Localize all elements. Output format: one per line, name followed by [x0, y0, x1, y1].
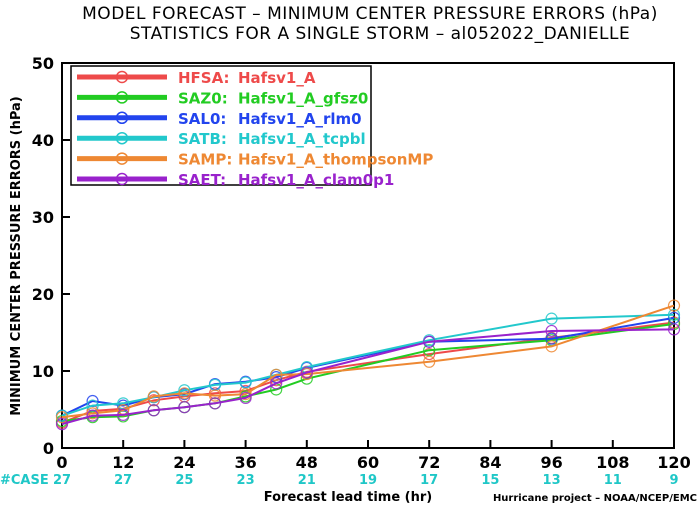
legend-marker [115, 172, 129, 186]
legend-name: Hafsv1_A_rlm0 [238, 110, 362, 128]
data-point [667, 323, 681, 336]
data-point [178, 387, 191, 400]
case-count: 13 [543, 473, 561, 488]
x-tick-label: 60 [357, 453, 379, 472]
data-point [667, 308, 681, 321]
case-count: 15 [481, 473, 499, 488]
legend-box [70, 65, 372, 186]
data-point [86, 409, 99, 422]
data-point [178, 384, 191, 397]
case-count: 19 [359, 473, 377, 488]
case-count: 27 [114, 473, 132, 488]
data-point [270, 368, 283, 381]
legend: HFSA: Hafsv1_A SAZ0: Hafsv1_A_gfsz0 SAL0: Haf… [70, 65, 433, 189]
case-count: 27 [53, 473, 71, 488]
plot-area: 0271227242536234821601972178415961310811… [32, 54, 691, 488]
case-label: #CASE [0, 473, 49, 488]
legend-code: SATB: [178, 130, 227, 148]
credit-text: Hurricane project – NOAA/NCEP/EMC [493, 493, 697, 504]
x-tick-label: 108 [596, 453, 629, 472]
legend-marker [115, 111, 129, 125]
x-tick-label: 24 [173, 453, 195, 472]
data-point [147, 394, 160, 407]
data-point [300, 366, 313, 379]
case-count: 23 [237, 473, 255, 488]
legend-marker [115, 91, 129, 104]
y-tick-label: 50 [32, 54, 54, 73]
data-point [239, 388, 252, 401]
series-line [61, 328, 675, 426]
data-point [55, 418, 69, 431]
data-point [423, 335, 436, 348]
x-tick-label: 48 [296, 453, 318, 472]
data-point [147, 404, 160, 417]
data-point [423, 355, 436, 368]
x-axis-label: Forecast lead time (hr) [264, 490, 432, 505]
series-line [61, 323, 675, 423]
legend-name: Hafsv1_A_tcpbl [238, 130, 366, 148]
data-point [208, 389, 222, 402]
data-point [239, 391, 252, 405]
data-point [55, 411, 69, 424]
x-tick-label: 72 [418, 453, 440, 472]
case-count: 25 [175, 473, 193, 488]
data-point [667, 299, 681, 312]
y-tick-label: 0 [43, 439, 54, 458]
data-point [545, 340, 558, 353]
data-point [117, 408, 130, 421]
legend-marker [115, 131, 129, 145]
legend-name: Hafsv1_A_gfsz0 [238, 89, 368, 107]
chart-title: MODEL FORECAST – MINIMUM CENTER PRESSURE… [82, 4, 658, 24]
x-tick-label: 96 [540, 453, 562, 472]
x-tick-label: 12 [112, 453, 134, 472]
legend-code: SAET: [178, 171, 226, 189]
legend-code: SAZ0: [178, 89, 228, 107]
data-point [423, 347, 436, 361]
chart-subtitle: STATISTICS FOR A SINGLE STORM – al052022… [130, 24, 631, 44]
data-point [545, 312, 558, 325]
legend-name: Hafsv1_A_clam0p1 [238, 171, 394, 189]
data-point [545, 332, 558, 345]
data-point [86, 399, 99, 412]
legend-name: Hafsv1_A_thompsonMP [238, 151, 433, 169]
y-axis-label: MINIMUM CENTER PRESSURE ERRORS (hPa) [9, 96, 24, 416]
data-point [178, 401, 191, 414]
legend-code: SAMP: [178, 151, 232, 169]
y-tick-label: 40 [32, 131, 54, 150]
case-count: 11 [604, 473, 622, 488]
legend-code: SAL0: [178, 110, 226, 128]
data-point [147, 390, 160, 403]
x-tick-label: 120 [657, 453, 690, 472]
data-point [208, 397, 222, 410]
case-count: 17 [420, 473, 438, 488]
data-point [545, 324, 558, 338]
legend-name: Hafsv1_A [238, 69, 316, 87]
legend-code: HFSA: [178, 69, 230, 87]
y-tick-label: 20 [32, 285, 54, 304]
y-tick-label: 30 [32, 208, 54, 227]
legend-marker [115, 70, 129, 84]
series-line [61, 321, 675, 424]
case-count: 9 [669, 473, 678, 488]
y-tick-label: 10 [32, 362, 54, 381]
legend-marker [115, 152, 129, 165]
x-tick-label: 36 [234, 453, 256, 472]
case-count: 21 [298, 473, 316, 488]
x-tick-label: 0 [56, 453, 67, 472]
x-tick-label: 84 [479, 453, 501, 472]
data-point [270, 377, 283, 390]
